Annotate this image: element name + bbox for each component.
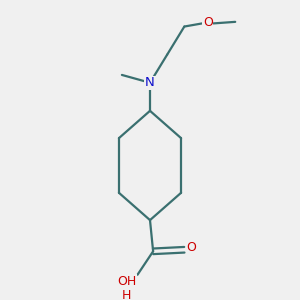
Text: H: H: [122, 289, 131, 300]
Text: N: N: [145, 76, 155, 89]
Text: OH: OH: [117, 275, 136, 288]
Text: O: O: [203, 16, 213, 29]
Text: O: O: [186, 241, 196, 254]
